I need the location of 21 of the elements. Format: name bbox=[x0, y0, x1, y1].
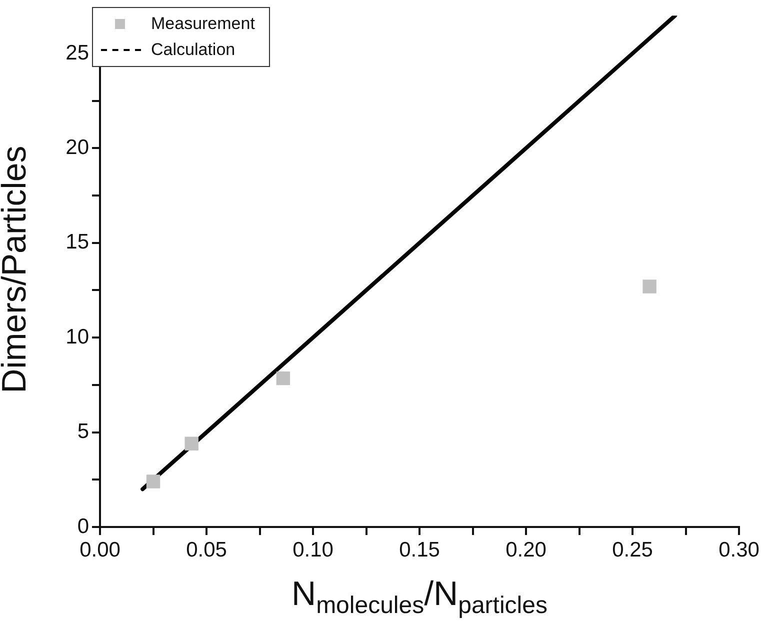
x-tick-label: 0.20 bbox=[506, 538, 546, 562]
legend-label: Measurement bbox=[151, 14, 255, 34]
x-tick-label: 0.15 bbox=[399, 538, 440, 562]
y-tick-label: 5 bbox=[77, 420, 89, 444]
x-tick-label: 0.05 bbox=[186, 538, 227, 562]
point bbox=[146, 474, 160, 488]
y-tick-label: 10 bbox=[66, 325, 89, 348]
x-axis-title: N$_{molecules}$/N$_{particles}$ bbox=[290, 575, 548, 620]
y-tick-label: 15 bbox=[66, 230, 89, 254]
x-tick-label: 0.00 bbox=[80, 538, 120, 562]
point bbox=[642, 280, 656, 294]
y-tick-label: 25 bbox=[66, 41, 89, 64]
x-tick-label: 0.10 bbox=[292, 538, 334, 562]
y-tick-label: 20 bbox=[66, 136, 89, 159]
point bbox=[276, 371, 290, 386]
point bbox=[184, 436, 198, 451]
y-tick-label: 0 bbox=[77, 514, 89, 538]
x-tick-label: 0.30 bbox=[718, 538, 760, 562]
y-axis-title: Dimers/Particles bbox=[0, 144, 34, 396]
legend-label: Calculation bbox=[151, 40, 236, 60]
x-tick-label: 0.25 bbox=[612, 538, 653, 562]
